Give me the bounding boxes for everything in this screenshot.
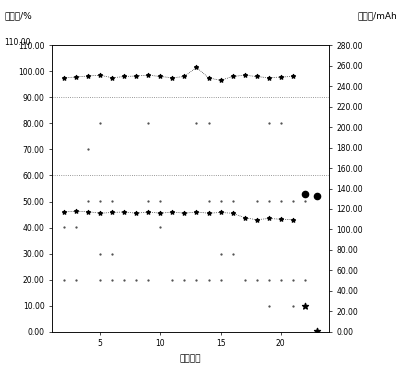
Point bbox=[253, 74, 260, 80]
Point bbox=[145, 72, 152, 78]
Point bbox=[314, 328, 320, 334]
Point bbox=[302, 303, 308, 309]
Point bbox=[133, 73, 140, 79]
Point bbox=[133, 210, 140, 216]
Point bbox=[277, 74, 284, 80]
Point bbox=[85, 73, 91, 79]
Point bbox=[109, 75, 115, 81]
Point bbox=[61, 75, 67, 81]
Point bbox=[181, 210, 188, 216]
Point bbox=[121, 74, 128, 80]
Text: 容量类/mAh: 容量类/mAh bbox=[357, 11, 397, 20]
Point bbox=[277, 216, 284, 222]
Point bbox=[169, 209, 176, 215]
Point bbox=[205, 210, 212, 216]
Point bbox=[193, 209, 200, 215]
Point bbox=[169, 75, 176, 81]
Point bbox=[157, 74, 164, 80]
Point bbox=[217, 210, 224, 216]
Point bbox=[145, 209, 152, 215]
Point bbox=[290, 74, 296, 80]
Point bbox=[241, 215, 248, 221]
Point bbox=[181, 74, 188, 80]
Point bbox=[97, 72, 103, 78]
Point bbox=[265, 215, 272, 221]
Point bbox=[265, 75, 272, 81]
Point bbox=[121, 209, 128, 215]
Point bbox=[109, 210, 115, 216]
Point bbox=[229, 210, 236, 216]
Point bbox=[61, 209, 67, 215]
Point bbox=[217, 77, 224, 83]
Point bbox=[85, 208, 91, 215]
Point bbox=[302, 191, 308, 197]
Point bbox=[290, 217, 296, 223]
Point bbox=[253, 217, 260, 223]
Text: 容量率/%: 容量率/% bbox=[4, 11, 32, 20]
Point bbox=[73, 74, 79, 80]
Point bbox=[73, 208, 79, 214]
Point bbox=[229, 74, 236, 80]
Point bbox=[193, 64, 200, 70]
Point bbox=[241, 72, 248, 78]
X-axis label: 循环序号: 循环序号 bbox=[180, 354, 201, 363]
Point bbox=[205, 75, 212, 81]
Point bbox=[314, 193, 320, 199]
Text: 110.00: 110.00 bbox=[4, 38, 30, 47]
Point bbox=[97, 210, 103, 216]
Point bbox=[157, 210, 164, 216]
